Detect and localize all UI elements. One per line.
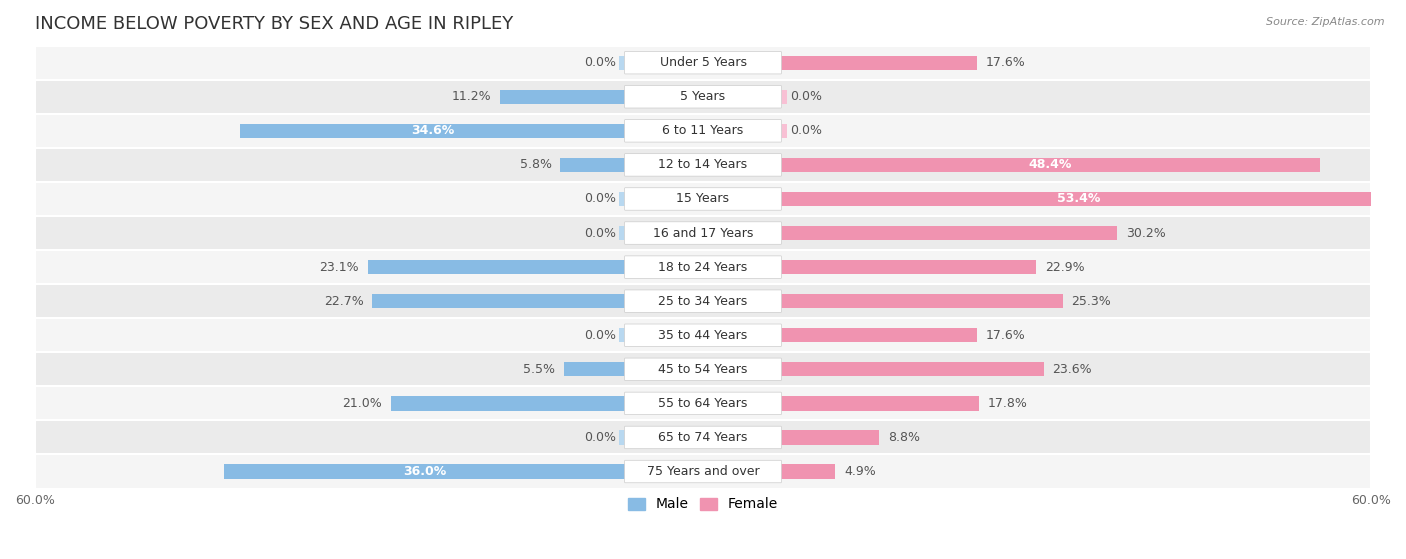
Bar xyxy=(780,396,979,410)
FancyBboxPatch shape xyxy=(624,256,782,278)
Bar xyxy=(35,454,1371,489)
Text: 45 to 54 Years: 45 to 54 Years xyxy=(658,363,748,376)
Text: 18 to 24 Years: 18 to 24 Years xyxy=(658,260,748,273)
Text: 35 to 44 Years: 35 to 44 Years xyxy=(658,329,748,342)
Bar xyxy=(35,182,1371,216)
Bar xyxy=(780,362,1043,376)
Bar xyxy=(780,294,1063,309)
Text: 12 to 14 Years: 12 to 14 Years xyxy=(658,158,748,172)
Bar xyxy=(780,226,1118,240)
Text: 34.6%: 34.6% xyxy=(411,124,454,138)
Bar xyxy=(35,318,1371,352)
Bar xyxy=(35,250,1371,284)
Bar xyxy=(368,260,626,274)
Bar xyxy=(780,55,977,70)
Text: 22.9%: 22.9% xyxy=(1045,260,1084,273)
FancyBboxPatch shape xyxy=(624,86,782,108)
Text: 0.0%: 0.0% xyxy=(583,329,616,342)
FancyBboxPatch shape xyxy=(624,392,782,415)
Text: 5.5%: 5.5% xyxy=(523,363,555,376)
Bar xyxy=(35,46,1371,80)
FancyBboxPatch shape xyxy=(624,51,782,74)
Text: 36.0%: 36.0% xyxy=(404,465,446,478)
Text: 25.3%: 25.3% xyxy=(1071,295,1111,307)
Bar xyxy=(780,430,879,444)
Legend: Male, Female: Male, Female xyxy=(623,492,783,517)
FancyBboxPatch shape xyxy=(624,290,782,312)
Text: 8.8%: 8.8% xyxy=(887,431,920,444)
FancyBboxPatch shape xyxy=(624,426,782,449)
Text: 75 Years and over: 75 Years and over xyxy=(647,465,759,478)
Text: 55 to 64 Years: 55 to 64 Years xyxy=(658,397,748,410)
Text: 48.4%: 48.4% xyxy=(1029,158,1073,172)
Bar xyxy=(780,158,1320,172)
Text: 0.0%: 0.0% xyxy=(583,431,616,444)
FancyBboxPatch shape xyxy=(624,222,782,244)
Bar xyxy=(620,192,626,206)
Text: 65 to 74 Years: 65 to 74 Years xyxy=(658,431,748,444)
Bar xyxy=(564,362,626,376)
Text: Under 5 Years: Under 5 Years xyxy=(659,56,747,69)
Text: 5.8%: 5.8% xyxy=(520,158,551,172)
Bar xyxy=(620,328,626,343)
Text: 0.0%: 0.0% xyxy=(583,56,616,69)
Text: 17.8%: 17.8% xyxy=(988,397,1028,410)
Bar xyxy=(501,89,626,104)
Text: INCOME BELOW POVERTY BY SEX AND AGE IN RIPLEY: INCOME BELOW POVERTY BY SEX AND AGE IN R… xyxy=(35,15,513,33)
Text: 0.0%: 0.0% xyxy=(790,124,823,138)
Text: 11.2%: 11.2% xyxy=(451,90,492,103)
Bar xyxy=(780,124,786,138)
Bar xyxy=(780,260,1036,274)
FancyBboxPatch shape xyxy=(624,188,782,210)
FancyBboxPatch shape xyxy=(624,324,782,347)
Text: 23.1%: 23.1% xyxy=(319,260,359,273)
Text: 16 and 17 Years: 16 and 17 Years xyxy=(652,226,754,240)
Bar xyxy=(620,430,626,444)
Bar xyxy=(35,420,1371,454)
Text: 25 to 34 Years: 25 to 34 Years xyxy=(658,295,748,307)
Text: 0.0%: 0.0% xyxy=(583,192,616,206)
Text: 21.0%: 21.0% xyxy=(343,397,382,410)
Bar xyxy=(780,192,1375,206)
FancyBboxPatch shape xyxy=(624,358,782,381)
Text: 17.6%: 17.6% xyxy=(986,329,1025,342)
Text: 15 Years: 15 Years xyxy=(676,192,730,206)
Bar xyxy=(780,328,977,343)
Bar xyxy=(780,465,835,479)
Bar xyxy=(620,55,626,70)
Text: 17.6%: 17.6% xyxy=(986,56,1025,69)
FancyBboxPatch shape xyxy=(624,460,782,483)
Text: 0.0%: 0.0% xyxy=(583,226,616,240)
Text: 4.9%: 4.9% xyxy=(845,465,876,478)
Bar xyxy=(561,158,626,172)
Bar xyxy=(240,124,626,138)
Text: 30.2%: 30.2% xyxy=(1126,226,1166,240)
Bar xyxy=(35,216,1371,250)
Bar xyxy=(35,352,1371,386)
Text: 5 Years: 5 Years xyxy=(681,90,725,103)
Bar xyxy=(391,396,626,410)
Bar xyxy=(620,226,626,240)
FancyBboxPatch shape xyxy=(624,120,782,142)
Text: Source: ZipAtlas.com: Source: ZipAtlas.com xyxy=(1267,17,1385,27)
Bar xyxy=(373,294,626,309)
FancyBboxPatch shape xyxy=(624,154,782,176)
Bar xyxy=(35,114,1371,148)
Text: 22.7%: 22.7% xyxy=(323,295,363,307)
Text: 23.6%: 23.6% xyxy=(1053,363,1092,376)
Bar xyxy=(35,284,1371,318)
Text: 0.0%: 0.0% xyxy=(790,90,823,103)
Bar xyxy=(224,465,626,479)
Bar xyxy=(35,386,1371,420)
Text: 53.4%: 53.4% xyxy=(1056,192,1099,206)
Bar xyxy=(780,89,786,104)
Bar xyxy=(35,80,1371,114)
Text: 6 to 11 Years: 6 to 11 Years xyxy=(662,124,744,138)
Bar xyxy=(35,148,1371,182)
